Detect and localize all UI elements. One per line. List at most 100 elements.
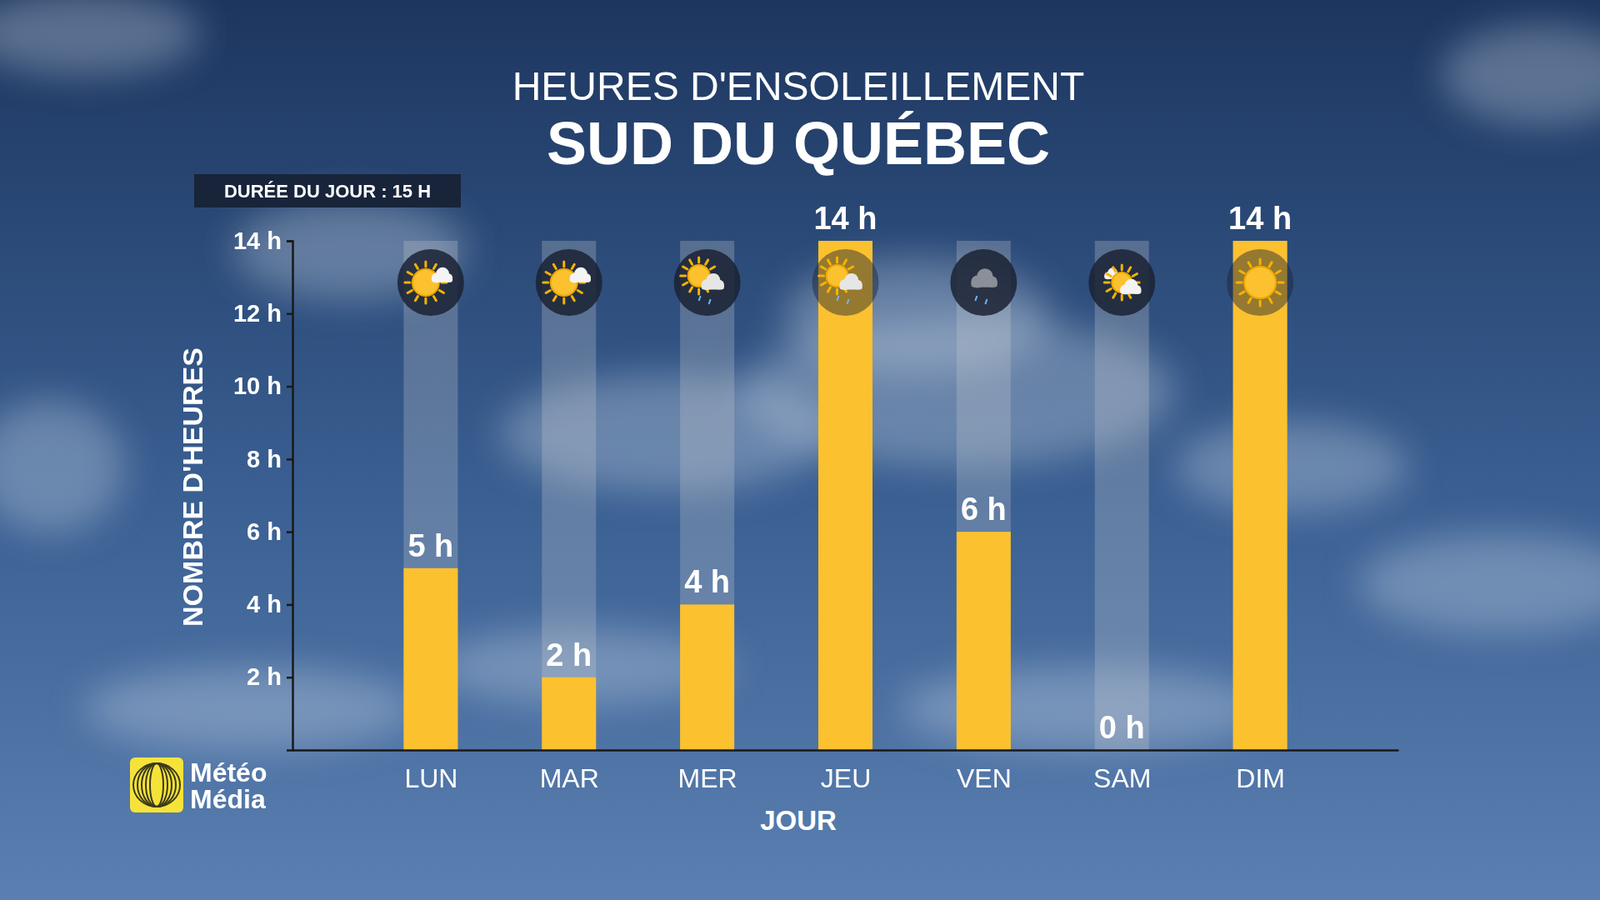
sun-ray [577,290,582,294]
cloud-part [570,276,591,283]
x-axis-title: JOUR [760,805,837,836]
y-tick: 10 h [233,372,293,400]
cloud-part [840,283,863,290]
y-tick: 14 h [233,227,293,255]
background-cloud [0,0,200,75]
y-tick-mark [286,385,293,389]
sun-ray [405,281,410,285]
background-cloud [1441,25,1600,125]
day-column [1233,240,1288,750]
y-tick: 2 h [246,663,293,690]
y-axis-title: NOMBRE D'HEURES [176,347,209,627]
y-tick: 8 h [246,445,293,473]
sun-ray [562,261,565,267]
y-tick: 4 h [246,590,293,618]
sun-ray [1113,293,1116,298]
y-tick-mark [286,313,293,316]
day-column [403,240,458,750]
sun-ray [415,264,418,269]
sun-ray [1240,291,1245,295]
sun-ray [848,266,853,270]
sun-ray [835,289,839,295]
y-tick-label: 6 h [246,518,282,545]
sun-ray [1240,270,1245,274]
x-axis: LUNMARMERJEUVENSAMDIM [293,750,1400,794]
sun-ray [1106,274,1111,277]
sun-ray [407,290,412,294]
sun-ray [433,264,436,269]
background-clouds [0,0,1600,750]
sun-ray [571,295,575,300]
sun-ray [1236,281,1242,285]
bars [403,240,1287,750]
sun-ray [571,264,575,269]
x-tick: LUN [404,763,458,794]
cloud-part [1120,288,1141,295]
bar [818,240,873,750]
x-tick-label: JEU [820,763,871,794]
rain-drop [985,299,987,305]
day-column [680,240,735,750]
sun-ray [1120,265,1124,270]
day-column [1095,240,1150,750]
icon-disc [950,249,1017,316]
rain-drop [847,299,850,305]
sun-ray [1104,281,1110,285]
day-column [956,240,1011,750]
subtitle: SUD DU QUÉBEC [546,110,1050,177]
cloud-part [701,283,725,290]
sun-ray [835,257,839,263]
logo-text: Météo [190,757,267,788]
background [0,0,1600,900]
rain-drop [709,299,711,305]
y-tick-label: 4 h [246,590,282,618]
sun-ray [545,290,550,294]
sun-ray [1278,281,1284,285]
icon-disc [674,249,741,316]
x-tick-label: MAR [540,763,600,794]
weather-icon [950,249,1017,316]
sun-ray [819,275,825,278]
y-tick-label: 2 h [246,663,282,690]
sun-ray [820,282,825,285]
sun-ray [553,264,556,269]
sun-ray [1259,300,1262,306]
sun-ray [543,281,549,285]
sun-ray [1269,298,1272,303]
sun-ray [562,298,565,304]
sun-ray [1275,270,1280,274]
weather-icon [1088,249,1155,316]
sun-ray [705,260,709,265]
y-tick: 6 h [246,518,293,545]
sun-ray [1259,259,1262,265]
sun-ray [820,266,825,270]
logo-line [150,763,164,807]
sun-ray [690,260,693,265]
weather-icons [397,249,1294,316]
background-cloud [0,400,125,534]
data-label: 14 h [1228,200,1292,236]
logo-mark [130,757,184,813]
x-tick: SAM [1093,763,1151,794]
sun-ray [407,272,412,275]
icon-disc [812,249,880,316]
sun-ray [683,266,688,270]
y-tick-label: 14 h [233,227,282,255]
sun-ray [1132,274,1137,277]
x-tick-label: VEN [956,763,1012,794]
sun-ray [710,266,715,270]
sun-ray [1120,295,1124,300]
x-tick-label: LUN [404,763,458,794]
sun [1244,266,1276,299]
sun-ray [1248,298,1251,303]
y-tick-mark [286,458,293,461]
sun-ray [439,290,444,294]
icon-disc [535,249,603,316]
bar [541,677,596,750]
bar [956,531,1011,750]
x-tick: DIM [1235,763,1285,794]
data-label: 2 h [545,637,592,673]
rain-drop [837,295,840,301]
sun-ray [828,260,831,265]
data-label: 6 h [960,491,1007,527]
